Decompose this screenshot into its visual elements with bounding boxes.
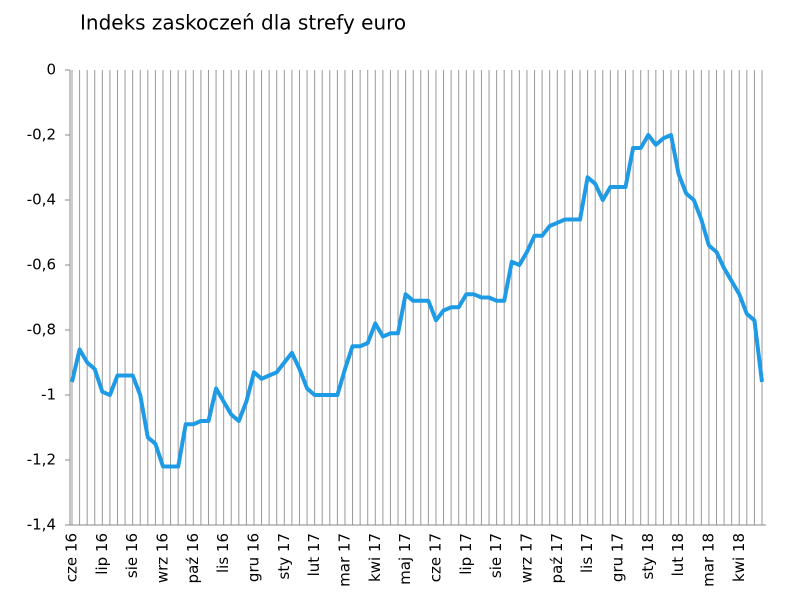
- y-tick-label: 0: [46, 61, 56, 79]
- x-tick-label: gru 17: [608, 533, 626, 582]
- x-tick-label: lut 17: [305, 533, 323, 576]
- y-tick-label: -0,6: [27, 256, 56, 274]
- x-tick-label: maj 17: [396, 533, 414, 585]
- x-tick-label: gru 16: [244, 533, 262, 582]
- x-tick-label: kwi 18: [730, 533, 748, 582]
- x-tick-label: lis 16: [214, 533, 232, 573]
- x-tick-label: lip 16: [93, 533, 111, 575]
- x-tick-label: wrz 17: [517, 533, 535, 583]
- x-tick-label: kwi 17: [366, 533, 384, 582]
- y-tick-label: -0,8: [27, 321, 56, 339]
- y-tick-label: -1,4: [27, 516, 56, 534]
- x-tick-label: lut 18: [669, 533, 687, 576]
- x-tick-label: paź 16: [184, 533, 202, 583]
- x-tick-label: sie 16: [123, 533, 141, 578]
- y-tick-label: -1,2: [27, 451, 56, 469]
- x-tick-label: lis 17: [578, 533, 596, 573]
- data-line: [70, 133, 764, 469]
- x-tick-label: mar 18: [699, 533, 717, 587]
- x-tick-label: lip 17: [457, 533, 475, 575]
- x-tick-label: paź 17: [548, 533, 566, 583]
- y-tick-label: -1: [41, 386, 56, 404]
- x-tick-label: mar 17: [335, 533, 353, 587]
- x-tick-label: wrz 16: [153, 533, 171, 583]
- x-tick-label: sty 18: [639, 533, 657, 579]
- y-tick-label: -0,2: [27, 126, 56, 144]
- chart-title: Indeks zaskoczeń dla strefy euro: [80, 11, 406, 35]
- x-tick-label: sie 17: [487, 533, 505, 578]
- x-tick-label: sty 17: [275, 533, 293, 579]
- y-tick-label: -0,4: [27, 191, 56, 209]
- x-tick-label: cze 17: [426, 533, 444, 582]
- x-tick-label: cze 16: [63, 533, 81, 582]
